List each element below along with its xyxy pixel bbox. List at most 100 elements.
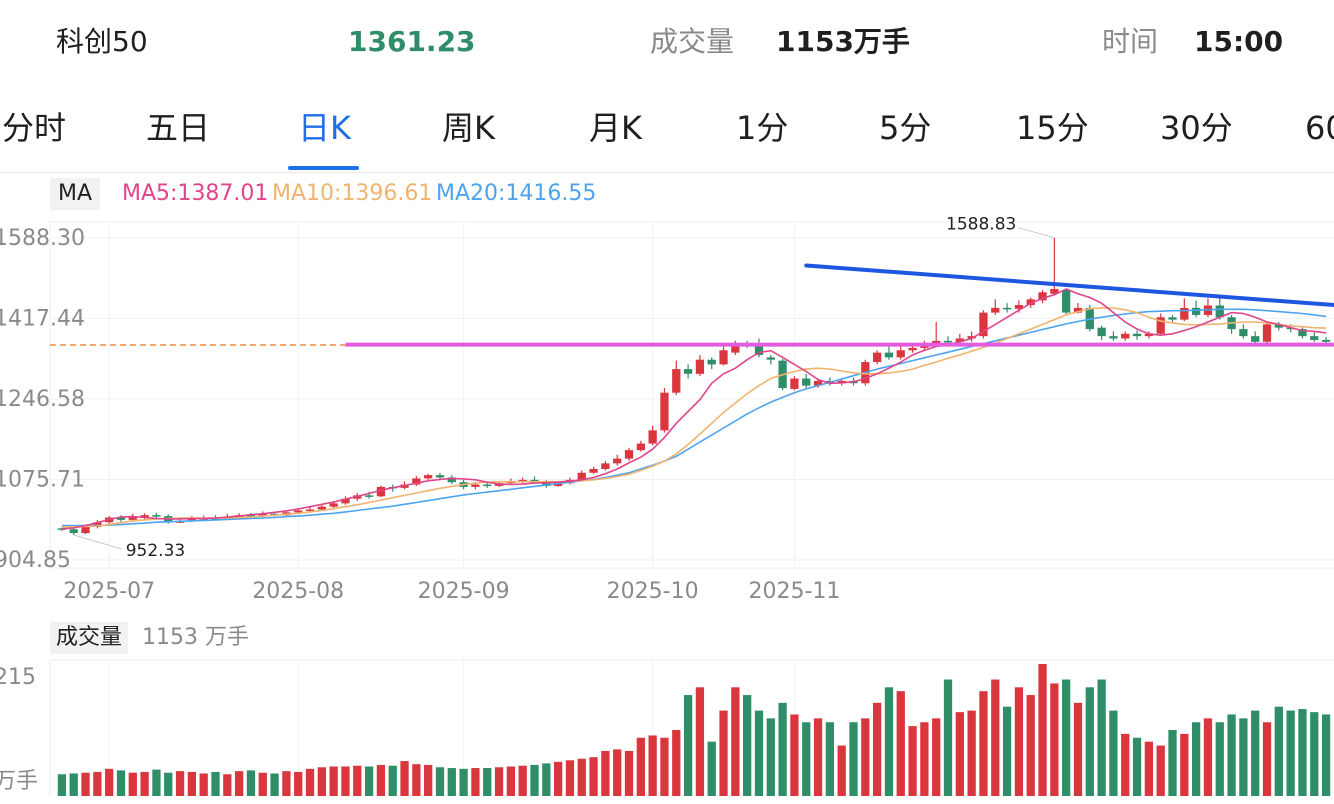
- candle-body: [1097, 327, 1106, 337]
- price-tick-label: 1417.44: [0, 306, 85, 331]
- volume-bar: [837, 745, 846, 796]
- candle: [1144, 331, 1154, 339]
- candle: [1132, 330, 1142, 340]
- candle-body: [1321, 339, 1331, 342]
- date-axis: 2025-07 2025-08 2025-09 2025-10 2025-11: [63, 579, 840, 604]
- volume-bar: [967, 710, 976, 796]
- tab-monthly-k[interactable]: 月K: [589, 109, 642, 147]
- tab-5min[interactable]: 5分: [879, 109, 932, 147]
- candle-body: [364, 495, 374, 497]
- volume-bar: [506, 766, 516, 796]
- candle-body: [553, 483, 563, 486]
- volume-bar: [1121, 733, 1130, 796]
- tab-weekly-k[interactable]: 周K: [442, 109, 495, 147]
- volume-bar: [577, 758, 586, 796]
- candle: [601, 460, 610, 471]
- volume-bar: [896, 691, 905, 796]
- candle-body: [577, 472, 586, 480]
- candle-body: [1239, 329, 1248, 337]
- tab-five-day[interactable]: 五日: [146, 109, 211, 147]
- candle: [1038, 289, 1047, 304]
- candle-body: [683, 369, 693, 374]
- volume-bar: [542, 763, 551, 796]
- active-tab-indicator: [288, 166, 359, 170]
- candle-body: [932, 340, 941, 344]
- volume-bar: [164, 772, 173, 796]
- ma-label[interactable]: MA: [50, 178, 101, 210]
- period-tabs: 分时 五日 日K 周K 月K 1分 5分 15分 30分 60分: [0, 90, 1334, 173]
- candle-body: [896, 350, 905, 358]
- candle-body: [329, 503, 338, 507]
- volume-axis-unit-label: 万手: [0, 769, 38, 794]
- volume-bar: [613, 749, 622, 796]
- candle-body: [648, 430, 657, 444]
- candle-body: [613, 458, 622, 464]
- candle: [624, 447, 634, 461]
- candle: [589, 466, 598, 474]
- tab-15min[interactable]: 15分: [1016, 109, 1089, 147]
- time-value: 15:00: [1194, 25, 1284, 58]
- date-tick-label: 2025-09: [418, 579, 510, 604]
- candle: [317, 504, 326, 511]
- volume-bar: [754, 710, 764, 796]
- volume-bar: [1262, 722, 1272, 796]
- volume-bar: [707, 741, 716, 796]
- volume-bar: [483, 768, 492, 796]
- candle-body: [471, 484, 480, 487]
- volume-bar: [1109, 710, 1118, 796]
- candle-body: [1073, 307, 1083, 313]
- tab-60min[interactable]: 60分: [1305, 109, 1334, 147]
- volume-bar: [624, 750, 634, 796]
- volume-indicator-value: 1153 万手: [142, 625, 249, 650]
- volume-indicator-label[interactable]: 成交量: [50, 622, 129, 654]
- candle: [93, 519, 102, 529]
- ma10-line: [61, 307, 1327, 528]
- volume-bar: [1144, 741, 1154, 796]
- tab-1min[interactable]: 1分: [736, 109, 789, 147]
- candle: [613, 454, 622, 466]
- candle-body: [1121, 333, 1130, 339]
- candle-body: [1215, 305, 1224, 318]
- volume-bar: [719, 710, 728, 796]
- price-tick-label: 1075.71: [0, 468, 85, 493]
- volume-bar: [175, 771, 185, 796]
- candle-body: [116, 517, 126, 520]
- volume-bar: [861, 718, 870, 796]
- ma20-line: [61, 308, 1327, 527]
- candle: [672, 360, 681, 396]
- candle-body: [707, 359, 716, 365]
- candle-body: [754, 345, 764, 355]
- volume-bar: [1203, 718, 1213, 796]
- price-tick-label: 904.85: [0, 548, 71, 573]
- high-leader-line: [1018, 227, 1055, 239]
- candle: [991, 299, 1000, 315]
- candle-body: [1014, 305, 1024, 309]
- volume-bar: [1002, 706, 1012, 796]
- date-tick-label: 2025-08: [252, 579, 344, 604]
- candle: [766, 354, 775, 365]
- candle-body: [624, 450, 634, 459]
- volume-bar: [187, 771, 197, 796]
- tab-intraday[interactable]: 分时: [2, 109, 67, 147]
- volume-bar: [1168, 730, 1177, 796]
- candle: [683, 364, 693, 379]
- tab-30min[interactable]: 30分: [1160, 109, 1233, 147]
- price-tick-label: 1588.30: [0, 226, 85, 251]
- candle-body: [872, 352, 882, 363]
- volume-bar: [695, 687, 705, 796]
- volume-bar: [565, 760, 575, 796]
- volume-bar: [943, 679, 953, 796]
- candle-body: [412, 478, 421, 485]
- volume-bar: [589, 757, 598, 796]
- candle-body: [660, 392, 669, 431]
- candle: [1298, 326, 1307, 339]
- candle-body: [1180, 307, 1189, 320]
- candle: [967, 331, 976, 342]
- volume-bar: [743, 695, 752, 796]
- candle-body: [1262, 324, 1272, 342]
- candles: [57, 237, 1331, 535]
- tab-daily-k[interactable]: 日K: [298, 109, 351, 147]
- volume-bar: [979, 691, 988, 796]
- volume-bar: [1062, 679, 1071, 796]
- candle: [1097, 325, 1106, 340]
